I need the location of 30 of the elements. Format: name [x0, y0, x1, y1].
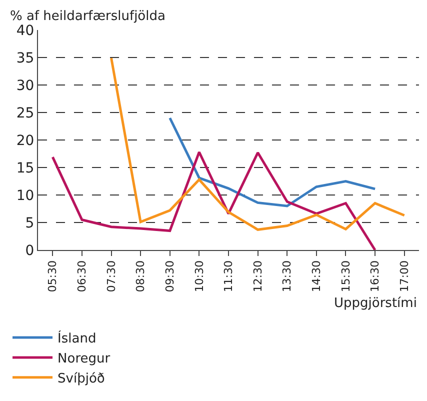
y-tick-label: 10 [16, 188, 34, 204]
y-tick-label: 20 [16, 132, 34, 149]
x-tick-label: 08:30 [134, 260, 148, 292]
x-tick-label: 11:30 [222, 260, 236, 292]
x-tick-label: 10:30 [192, 260, 206, 292]
line-series [110, 56, 406, 231]
y-tick-label: 25 [16, 105, 34, 122]
x-tick-label: 05:30 [46, 260, 60, 292]
line-series [51, 150, 376, 250]
x-tick-label: 06:30 [76, 260, 89, 292]
y-tick-label: 35 [16, 50, 34, 66]
legend-label: Svíþjóð [58, 371, 105, 386]
x-axis-title: Uppgjörstími [334, 296, 417, 311]
x-tick-label: 16:30 [368, 260, 382, 292]
x-tick-label: 17:00 [398, 260, 411, 292]
legend-label: Noregur [58, 352, 111, 367]
y-tick-label: 40 [16, 22, 34, 39]
legend-label: Ísland [58, 330, 96, 347]
x-tick-label: 09:30 [163, 260, 176, 292]
x-tick-label: 13:30 [280, 260, 294, 292]
y-axis-title: % af heildarfærslufjölda [10, 9, 166, 24]
y-tick-label: 5 [25, 215, 34, 232]
x-tick-label: 12:30 [251, 260, 264, 292]
line-series [168, 116, 376, 208]
x-tick-label: 14:30 [310, 260, 323, 292]
y-tick-label: 15 [16, 160, 34, 176]
x-tick-label: 15:30 [339, 260, 352, 292]
y-tick-label: 30 [16, 78, 34, 94]
x-tick-label: 07:30 [104, 260, 118, 292]
y-tick-label: 0 [25, 242, 34, 259]
